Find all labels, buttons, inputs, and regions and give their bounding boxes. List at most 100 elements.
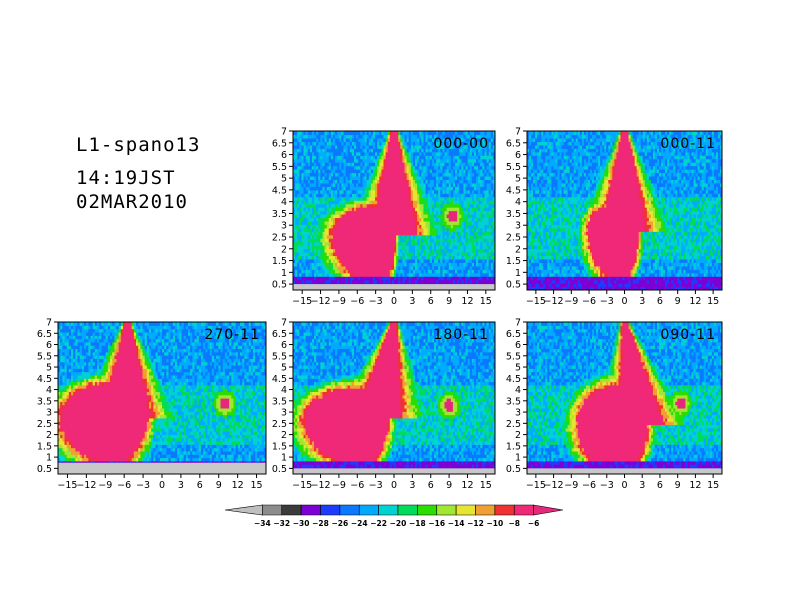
y-tick-label: 1.5 xyxy=(37,441,52,452)
colorbar-swatch xyxy=(378,504,399,516)
x-tick-label: −9 xyxy=(332,480,346,491)
x-tick-label: −15 xyxy=(292,480,312,491)
panel-label: 270-11 xyxy=(204,327,260,343)
y-tick-label: 0.5 xyxy=(506,280,521,291)
y-tick-label: 6.5 xyxy=(506,329,521,340)
x-tick-label: −12 xyxy=(544,296,564,307)
x-tick-label: 6 xyxy=(197,480,203,491)
y-tick-label: 3 xyxy=(515,408,521,419)
colorbar-swatch xyxy=(397,504,418,516)
x-tick-label: 9 xyxy=(446,296,452,307)
y-tick-label: 3 xyxy=(281,408,287,419)
y-tick-label: 7 xyxy=(281,318,287,329)
y-tick-label: 4 xyxy=(46,385,52,396)
y-tick-label: 3.5 xyxy=(272,396,287,407)
x-tick-label: −9 xyxy=(98,480,112,491)
x-tick-label: 3 xyxy=(409,296,415,307)
x-tick-label: −6 xyxy=(582,296,596,307)
y-tick-label: 7 xyxy=(281,127,287,138)
x-tick-label: 6 xyxy=(657,480,663,491)
colorbar-label: −8 xyxy=(508,519,520,528)
x-tick-label: 15 xyxy=(707,296,719,307)
colorbar-label: −34 xyxy=(254,519,271,528)
colorbar-swatch xyxy=(358,504,379,516)
missing-data-strip xyxy=(527,468,722,474)
y-tick-label: 6 xyxy=(46,340,52,351)
panel-label: 000-00 xyxy=(433,136,489,152)
y-tick-label: 4 xyxy=(281,197,287,208)
colorbar-swatch xyxy=(513,504,534,516)
y-tick-label: 5 xyxy=(515,363,521,374)
x-tick-label: −6 xyxy=(582,480,596,491)
colorbar-label: −30 xyxy=(293,519,310,528)
y-tick-label: 3 xyxy=(515,221,521,232)
x-tick-label: −3 xyxy=(369,480,383,491)
x-tick-label: −9 xyxy=(564,296,578,307)
y-tick-label: 4.5 xyxy=(506,374,521,385)
y-tick-label: 2.5 xyxy=(37,419,52,430)
x-tick-label: 0 xyxy=(391,296,397,307)
x-tick-label: −15 xyxy=(292,296,312,307)
x-tick-label: 15 xyxy=(480,296,492,307)
x-tick-label: 9 xyxy=(216,480,222,491)
y-tick-label: 1.5 xyxy=(272,441,287,452)
y-tick-label: 3.5 xyxy=(506,209,521,220)
x-tick-label: 0 xyxy=(159,480,165,491)
y-tick-label: 2 xyxy=(515,244,521,255)
colorbar-label: −24 xyxy=(351,519,368,528)
colorbar-swatch xyxy=(262,504,283,516)
panel-label: 180-11 xyxy=(433,327,489,343)
panel-000-00: 0.511.522.533.544.555.566.57−15−12 −9 −6 −3… xyxy=(272,127,496,307)
y-tick-label: 6 xyxy=(515,340,521,351)
heatmap-field xyxy=(293,131,495,290)
y-tick-label: 2.5 xyxy=(272,233,287,244)
x-tick-label: 9 xyxy=(675,296,681,307)
heatmap-field xyxy=(58,322,266,474)
y-tick-label: 4.5 xyxy=(37,374,52,385)
y-tick-label: 4 xyxy=(515,385,521,396)
colorbar-swatch xyxy=(417,504,438,516)
x-tick-label: 12 xyxy=(689,480,701,491)
y-tick-label: 2 xyxy=(515,430,521,441)
y-tick-label: 2.5 xyxy=(506,419,521,430)
missing-data-strip xyxy=(293,284,495,290)
colorbar-swatch xyxy=(339,504,360,516)
x-tick-label: 12 xyxy=(232,480,244,491)
y-tick-label: 5 xyxy=(46,363,52,374)
x-tick-label: 6 xyxy=(428,480,434,491)
colorbar-label: −16 xyxy=(428,519,445,528)
y-tick-label: 2.5 xyxy=(506,233,521,244)
x-tick-label: 3 xyxy=(178,480,184,491)
y-tick-label: 7 xyxy=(515,127,521,138)
y-tick-label: 3 xyxy=(281,221,287,232)
x-tick-label: −9 xyxy=(332,296,346,307)
y-tick-label: 0.5 xyxy=(272,464,287,475)
y-tick-label: 1 xyxy=(281,453,287,464)
y-tick-label: 5.5 xyxy=(272,351,287,362)
missing-data-strip xyxy=(293,468,495,474)
y-tick-label: 0.5 xyxy=(37,464,52,475)
y-tick-label: 1.5 xyxy=(272,256,287,267)
x-tick-label: 0 xyxy=(621,296,627,307)
x-tick-label: −15 xyxy=(526,480,546,491)
colorbar-swatch xyxy=(436,504,457,516)
y-tick-label: 2 xyxy=(46,430,52,441)
colorbar-label: −14 xyxy=(448,519,465,528)
y-tick-label: 6 xyxy=(515,150,521,161)
colorbar-label: −28 xyxy=(312,519,329,528)
y-tick-label: 1.5 xyxy=(506,441,521,452)
y-tick-label: 5.5 xyxy=(272,162,287,173)
y-tick-label: 4.5 xyxy=(506,185,521,196)
y-tick-label: 1 xyxy=(515,453,521,464)
colorbar-swatch xyxy=(224,504,263,516)
x-tick-label: −12 xyxy=(311,296,331,307)
colorbar-label: −22 xyxy=(370,519,387,528)
x-tick-label: 6 xyxy=(657,296,663,307)
y-tick-label: 6.5 xyxy=(272,138,287,149)
y-tick-label: 4 xyxy=(281,385,287,396)
panel-270-11: 0.511.522.533.544.555.566.57−15−12 −9 −6 −3… xyxy=(37,318,267,491)
panel-label: 000-11 xyxy=(660,136,716,152)
x-tick-label: 9 xyxy=(675,480,681,491)
heatmap-field xyxy=(527,322,722,474)
colorbar-swatch xyxy=(300,504,321,516)
